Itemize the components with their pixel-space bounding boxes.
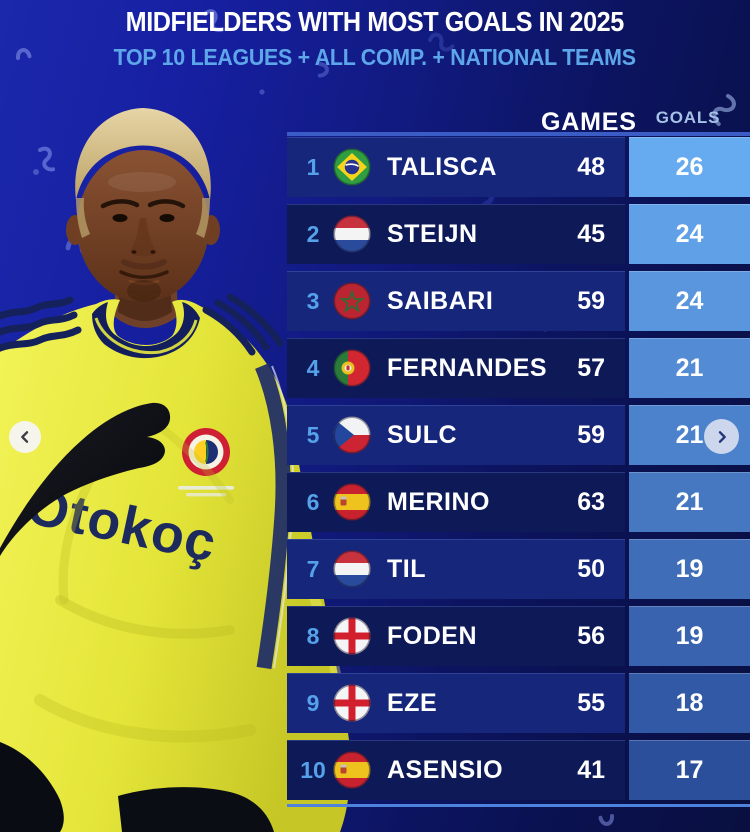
player-cell: 8 FODEN 56 <box>287 606 625 666</box>
player-cell: 6 MERINO 63 <box>287 472 625 532</box>
rank-label: 3 <box>306 287 320 314</box>
games-value: 59 <box>577 420 605 449</box>
player-name: STEIJN <box>387 219 478 248</box>
goals-value: 21 <box>629 405 750 465</box>
player-name: SULC <box>387 420 458 449</box>
table-top-border <box>287 132 750 136</box>
games-value: 41 <box>577 755 605 784</box>
flag-england-icon <box>333 617 371 655</box>
table-row: 3 SAIBARI 59 24 <box>287 271 750 331</box>
player-head <box>66 108 220 302</box>
goals-value: 26 <box>629 137 750 197</box>
games-column-header: GAMES <box>541 108 637 136</box>
goals-value: 19 <box>629 539 750 599</box>
player-name: EZE <box>387 688 438 717</box>
table-row: 1 TALISCA 48 26 <box>287 137 750 197</box>
player-jersey <box>0 299 351 832</box>
goals-value: 21 <box>629 338 750 398</box>
flag-brazil-icon <box>333 148 371 186</box>
goals-column-header: GOALS <box>655 108 721 127</box>
rank-label: 8 <box>306 622 320 649</box>
player-cell: 5 SULC 59 <box>287 405 625 465</box>
games-value: 45 <box>577 219 605 248</box>
chevron-left-icon <box>21 431 29 443</box>
player-cell: 3 SAIBARI 59 <box>287 271 625 331</box>
player-cell: 9 EZE 55 <box>287 673 625 733</box>
player-cell: 7 TIL 50 <box>287 539 625 599</box>
table-row: 4 FERNANDES 57 21 <box>287 338 750 398</box>
goals-value: 17 <box>629 740 750 800</box>
games-value: 50 <box>577 554 605 583</box>
goals-value: 24 <box>629 204 750 264</box>
rank-label: 2 <box>306 220 320 247</box>
player-glove <box>0 402 171 556</box>
goals-value: 21 <box>629 472 750 532</box>
flag-netherlands-icon <box>333 550 371 588</box>
player-name: MERINO <box>387 487 490 516</box>
player-cell: 10 ASENSIO 41 <box>287 740 625 800</box>
rank-label: 4 <box>306 354 320 381</box>
player-name: ASENSIO <box>387 755 504 784</box>
games-value: 63 <box>577 487 605 516</box>
table-row: 8 FODEN 56 19 <box>287 606 750 666</box>
player-name: FERNANDES <box>387 353 548 382</box>
player-cell: 2 STEIJN 45 <box>287 204 625 264</box>
player-name: TIL <box>387 554 426 583</box>
games-value: 59 <box>577 286 605 315</box>
flag-czechia-icon <box>333 416 371 454</box>
carousel-prev-button[interactable] <box>9 421 41 453</box>
rank-label: 6 <box>306 488 320 515</box>
page-subtitle: TOP 10 LEAGUES + ALL COMP. + NATIONAL TE… <box>113 44 637 70</box>
player-name: FODEN <box>387 621 477 650</box>
flag-england-icon <box>333 684 371 722</box>
rank-label: 7 <box>306 555 320 582</box>
rank-label: 5 <box>306 421 320 448</box>
player-name: TALISCA <box>387 152 497 181</box>
flag-morocco-icon <box>333 282 371 320</box>
rank-label: 1 <box>306 153 320 180</box>
table-row: 10 ASENSIO 41 17 <box>287 740 750 800</box>
carousel-next-button[interactable] <box>704 419 739 454</box>
rank-label: 9 <box>306 689 320 716</box>
flag-spain-icon <box>333 751 371 789</box>
table-row: 6 MERINO 63 21 <box>287 472 750 532</box>
table-row: 2 STEIJN 45 24 <box>287 204 750 264</box>
player-name: SAIBARI <box>387 286 494 315</box>
goals-value: 19 <box>629 606 750 666</box>
table-row: 9 EZE 55 18 <box>287 673 750 733</box>
games-value: 56 <box>577 621 605 650</box>
games-value: 48 <box>577 152 605 181</box>
chevron-right-icon <box>718 430 726 443</box>
flag-spain-icon <box>333 483 371 521</box>
flag-netherlands-icon <box>333 215 371 253</box>
shoulder-stripes <box>0 293 284 356</box>
rank-label: 10 <box>300 756 326 783</box>
player-cell: 1 TALISCA 48 <box>287 137 625 197</box>
goals-value: 24 <box>629 271 750 331</box>
table-bottom-border <box>287 804 750 807</box>
club-crest-icon <box>182 428 230 476</box>
page-title: MIDFIELDERS WITH MOST GOALS IN 2025 <box>125 6 625 37</box>
player-cell: 4 FERNANDES 57 <box>287 338 625 398</box>
games-value: 55 <box>577 688 605 717</box>
table-row: 5 SULC 59 21 <box>287 405 750 465</box>
table-row: 7 TIL 50 19 <box>287 539 750 599</box>
goals-value: 18 <box>629 673 750 733</box>
player-photo: Otokoç <box>0 108 351 832</box>
flag-portugal-icon <box>333 349 371 387</box>
games-value: 57 <box>577 353 605 382</box>
